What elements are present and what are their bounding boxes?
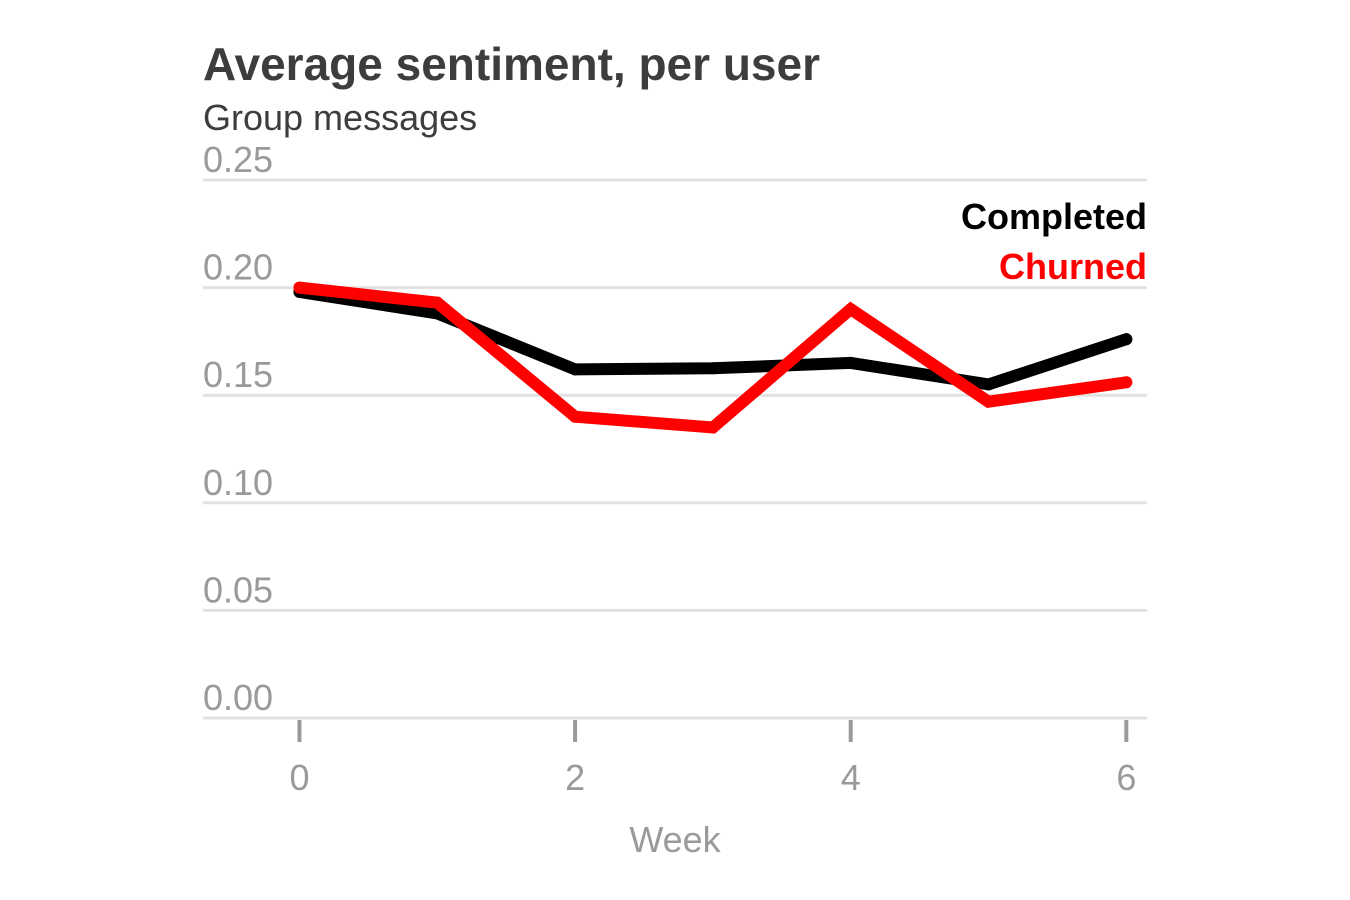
x-axis-label: Week [629,819,721,860]
chart-title: Average sentiment, per user [203,38,820,90]
x-tick-label-1: 2 [565,757,585,798]
chart-subtitle: Group messages [203,97,477,138]
y-tick-label-3: 0.15 [203,354,273,395]
y-tick-label-5: 0.25 [203,139,273,180]
data-point-churned-4 [844,303,857,316]
legend: Completed Churned [961,196,1147,287]
data-point-completed-5 [982,378,995,391]
data-point-churned-1 [431,296,444,309]
y-tick-label-4: 0.20 [203,247,273,288]
series-lines [293,281,1133,434]
data-point-churned-5 [982,395,995,408]
y-tick-label-0: 0.00 [203,677,273,718]
y-tick-label-2: 0.10 [203,462,273,503]
x-tick-label-3: 6 [1116,757,1136,798]
data-point-completed-2 [569,363,582,376]
data-point-completed-3 [706,362,719,375]
y-gridlines [203,178,1147,720]
data-point-churned-0 [293,281,306,294]
data-point-completed-6 [1120,333,1133,346]
legend-label-churned: Churned [999,246,1147,287]
data-point-churned-6 [1120,376,1133,389]
x-tick-label-0: 0 [289,757,309,798]
data-point-completed-4 [844,356,857,369]
legend-label-completed: Completed [961,196,1147,237]
x-tick-label-2: 4 [841,757,861,798]
x-axis: 0 2 4 6 [289,720,1136,798]
y-tick-label-1: 0.05 [203,569,273,610]
data-point-churned-2 [569,410,582,423]
y-axis: 0.00 0.05 0.10 0.15 0.20 0.25 [203,139,273,718]
data-point-churned-3 [706,421,719,434]
